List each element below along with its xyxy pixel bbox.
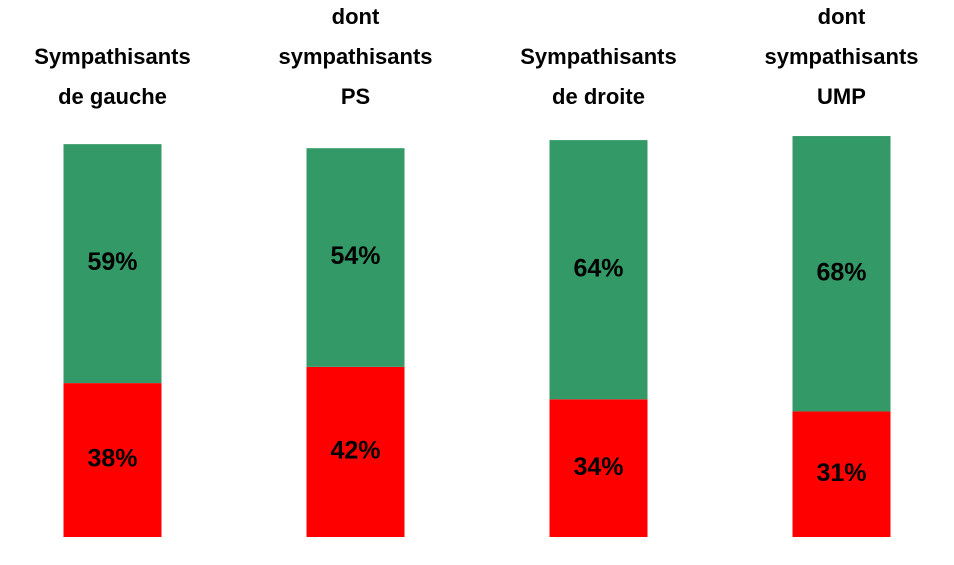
data-label: 34%	[573, 453, 623, 481]
bar-segment	[63, 144, 162, 384]
x-tick-label: dont	[332, 4, 380, 29]
x-tick-label: de droite	[552, 84, 645, 109]
x-tick-label: PS	[341, 84, 370, 109]
data-label: 54%	[330, 242, 380, 270]
data-label: 38%	[87, 445, 137, 473]
bar-segment	[549, 140, 648, 400]
data-label: 42%	[330, 437, 380, 465]
bar-segment	[792, 411, 891, 537]
x-tick-label: Sympathisants	[520, 44, 677, 69]
x-tick-label: UMP	[817, 84, 866, 109]
x-tick-label: Sympathisants	[34, 44, 191, 69]
x-tick-label: de gauche	[58, 84, 167, 109]
data-label: 59%	[87, 248, 137, 276]
x-tick-label: sympathisants	[764, 44, 918, 69]
bar-segment	[792, 136, 891, 412]
x-tick-label: dont	[818, 4, 866, 29]
data-label: 64%	[573, 254, 623, 282]
data-label: 31%	[816, 459, 866, 487]
bar-segment	[306, 148, 405, 367]
bar-segment	[549, 399, 648, 537]
data-label: 68%	[816, 258, 866, 286]
bar-segment	[63, 383, 162, 537]
x-tick-label: sympathisants	[278, 44, 432, 69]
bar-segment	[306, 366, 405, 537]
